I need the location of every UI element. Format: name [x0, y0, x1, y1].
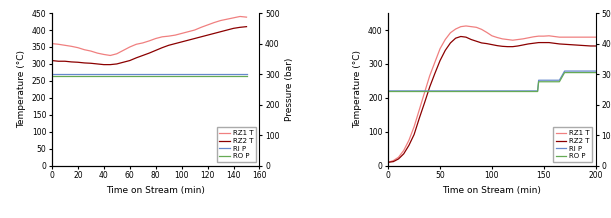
Y-axis label: Temperature (°C): Temperature (°C) — [17, 50, 26, 128]
Y-axis label: Temperature (°C): Temperature (°C) — [353, 50, 362, 128]
Legend: RZ1 T, RZ2 T, RI P, RO P: RZ1 T, RZ2 T, RI P, RO P — [217, 128, 256, 162]
X-axis label: Time on Stream (min): Time on Stream (min) — [106, 186, 205, 195]
Legend: RZ1 T, RZ2 T, RI P, RO P: RZ1 T, RZ2 T, RI P, RO P — [553, 128, 592, 162]
Y-axis label: Pressure (bar): Pressure (bar) — [285, 58, 295, 121]
X-axis label: Time on Stream (min): Time on Stream (min) — [442, 186, 541, 195]
